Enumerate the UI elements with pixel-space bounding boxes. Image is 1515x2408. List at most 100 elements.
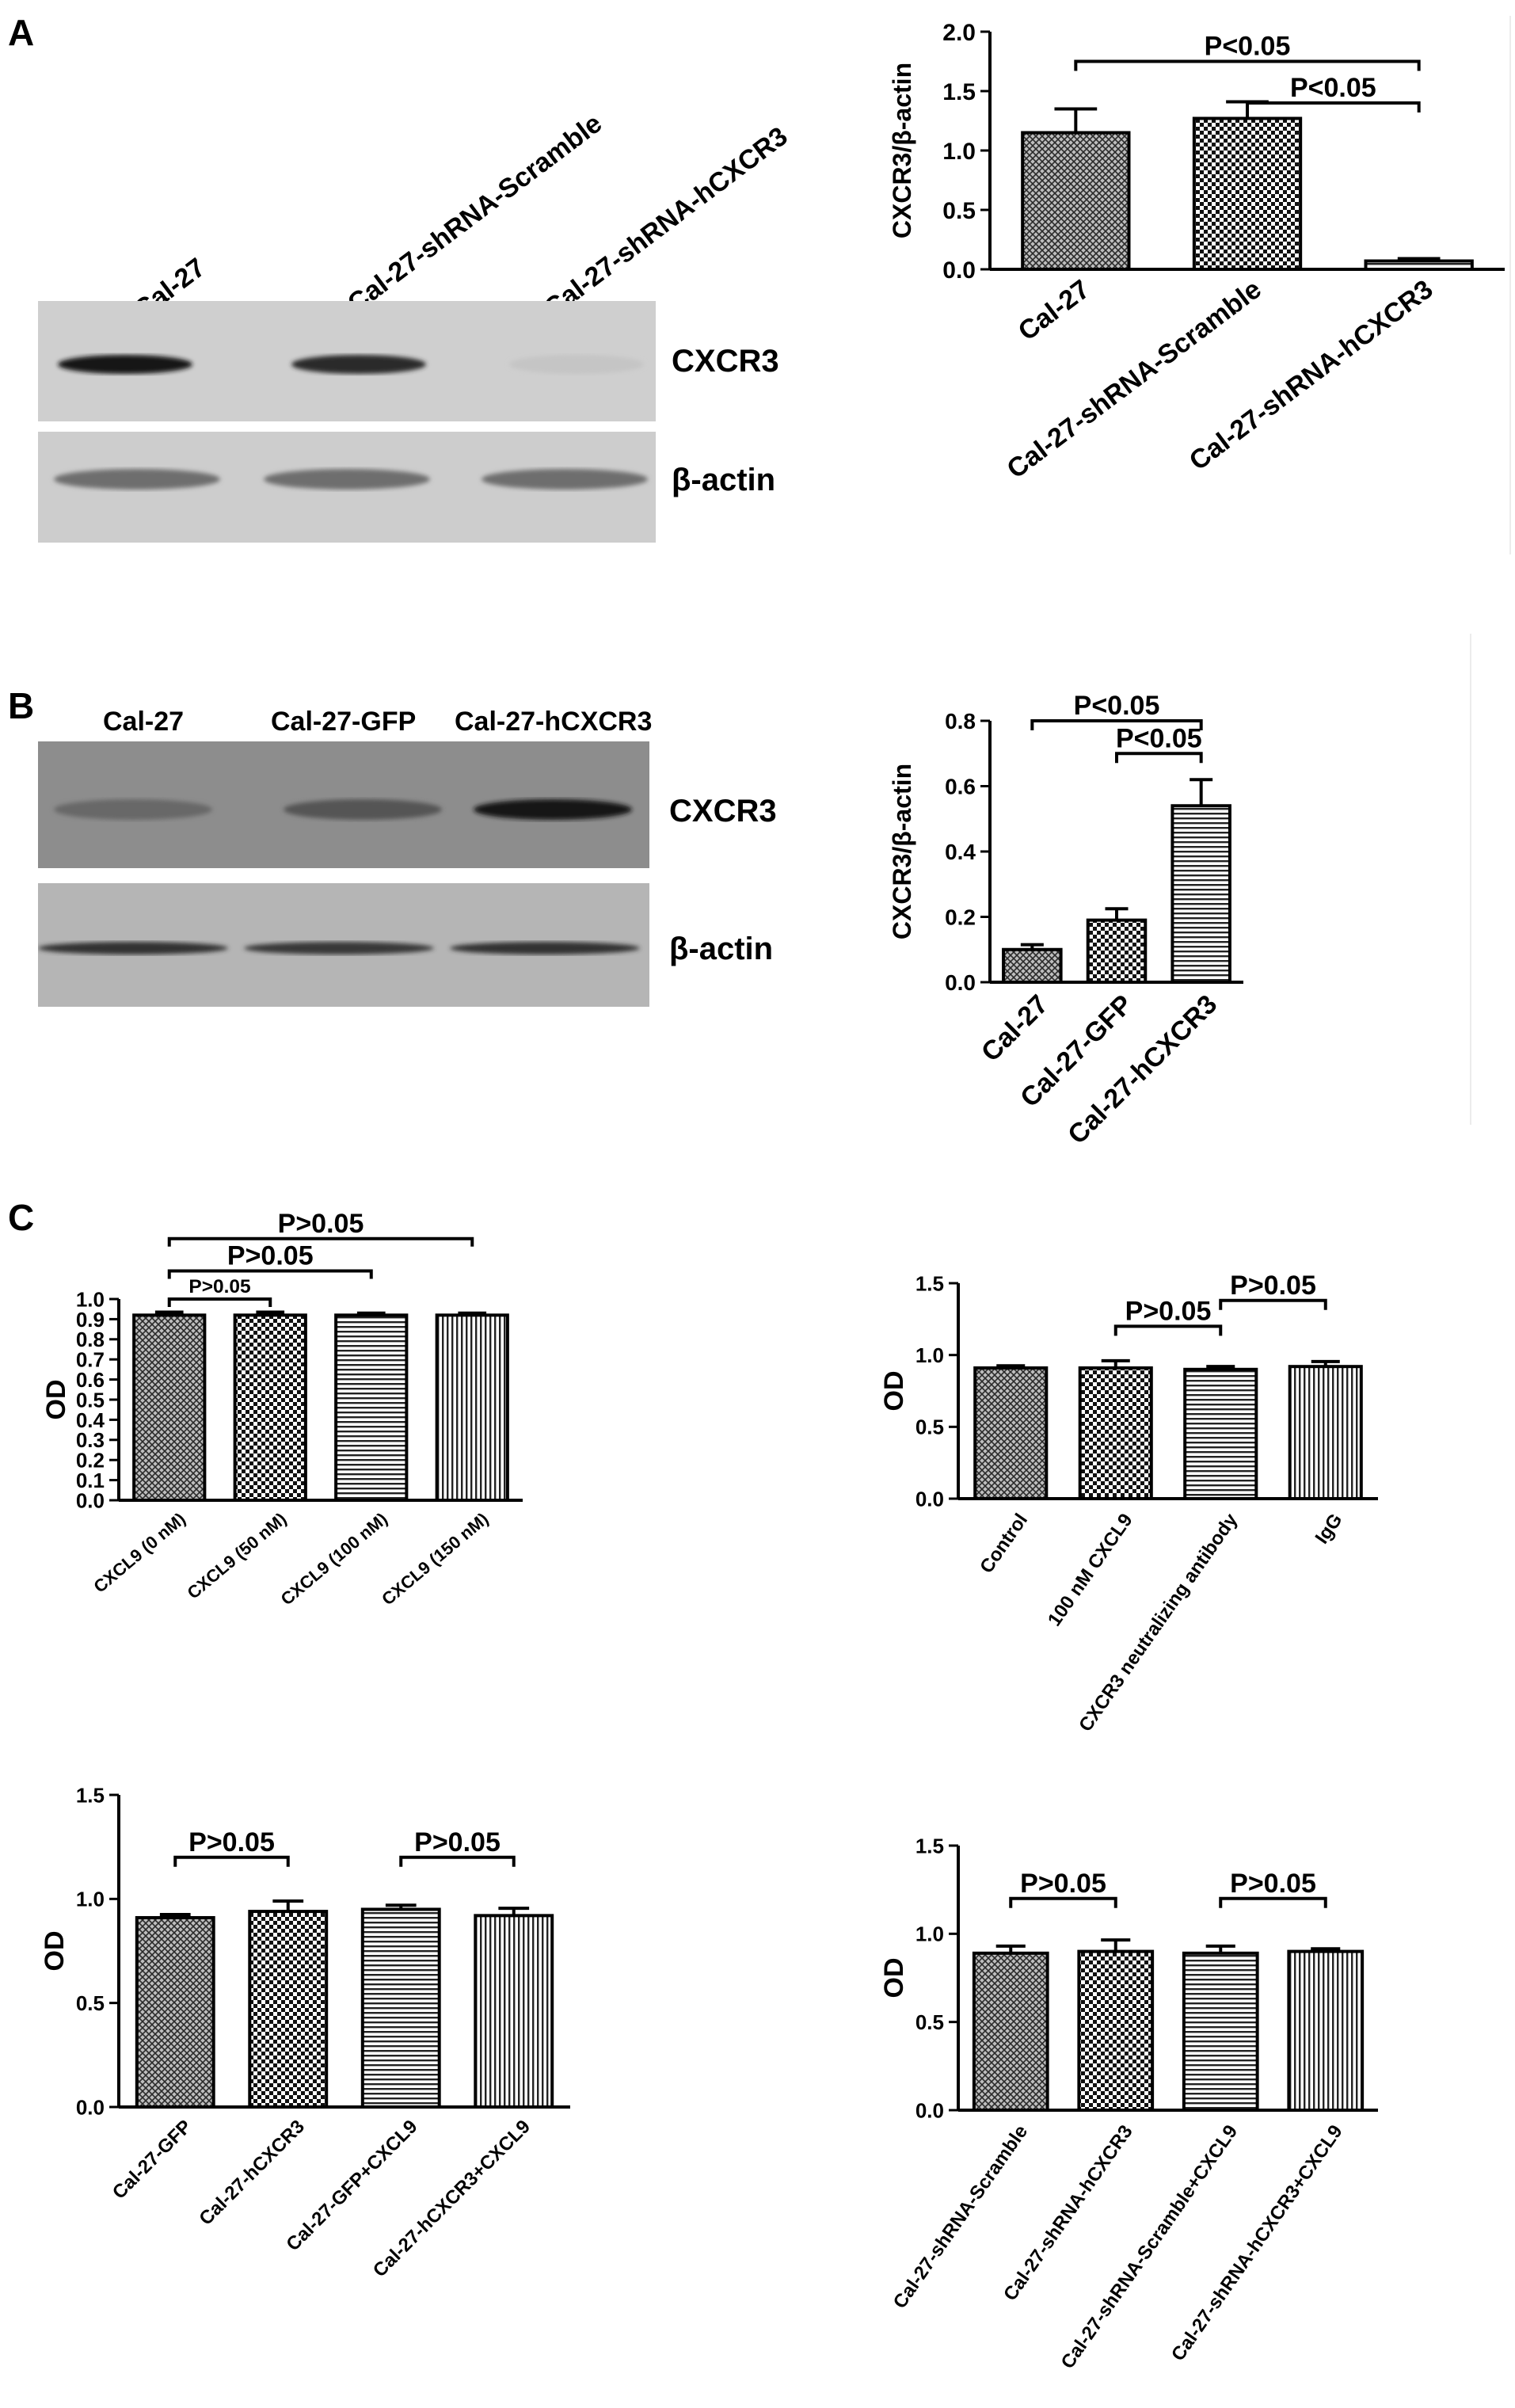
blot-b-row-label: CXCR3 <box>669 794 777 829</box>
y-axis-label: OD <box>41 1380 71 1420</box>
bar <box>1077 1949 1155 2112</box>
significance-bracket <box>173 1855 290 1867</box>
western-blot-a-actin <box>38 432 656 543</box>
significance-bracket <box>1113 1324 1223 1336</box>
significance-bracket <box>1219 1896 1327 1908</box>
blot-a-row-label: CXCR3 <box>672 344 779 379</box>
y-tick-label: 0.4 <box>76 1408 105 1432</box>
y-tick-label: 0.4 <box>945 840 976 864</box>
bar <box>360 1907 441 2109</box>
y-tick-label: 0.5 <box>76 1388 105 1412</box>
significance-bracket <box>167 1236 474 1247</box>
y-tick-label: 2.0 <box>942 20 976 46</box>
x-category-label: Control <box>976 1510 1032 1577</box>
blot-b-lane-label: Cal-27-GFP <box>271 707 417 737</box>
significance-bracket <box>167 1269 373 1279</box>
significance-label: P>0.05 <box>188 1827 275 1857</box>
significance-bracket <box>1115 752 1203 764</box>
blot-band <box>509 355 644 374</box>
significance-label: P>0.05 <box>227 1240 314 1271</box>
significance-label: P>0.05 <box>278 1209 364 1239</box>
chart-b-cxcr3-expression: 0.0 0.2 0.4 0.6 0.8 CXCR3/β-actin Cal-27Cal-27… <box>888 691 1243 1150</box>
y-tick-label: 0.0 <box>945 970 976 995</box>
y-tick-label: 1.5 <box>915 1271 944 1295</box>
blot-band <box>474 799 632 820</box>
blot-b-lane-label: Cal-27 <box>103 707 185 737</box>
x-category-label: Cal-27-hCXCR3 <box>195 2116 309 2230</box>
western-blot-b-actin <box>38 883 649 1007</box>
bar <box>135 1915 215 2109</box>
x-category-label: CXCL9 (0 nM) <box>89 1509 189 1597</box>
blot-band <box>482 469 648 490</box>
y-tick-label: 0.0 <box>76 2095 105 2119</box>
y-tick-label: 0.6 <box>76 1368 105 1392</box>
blot-band <box>291 355 426 374</box>
y-tick-label: 0.0 <box>76 1488 105 1512</box>
bar <box>1192 116 1303 271</box>
bar <box>1288 1365 1363 1500</box>
bar <box>334 1313 409 1502</box>
y-tick-label: 0.2 <box>945 905 976 930</box>
panel-label-b: B <box>8 685 35 726</box>
y-axis-label: OD <box>879 1371 909 1412</box>
bar <box>1171 804 1231 984</box>
y-tick-label: 0.7 <box>76 1348 105 1372</box>
y-tick-label: 0.0 <box>915 2098 944 2122</box>
bar <box>1086 918 1148 984</box>
chart-c1-od-cxcl9-dose: 0.00.10.20.30.40.50.60.70.80.91.0 OD CXCL9… <box>41 1209 523 1610</box>
y-tick-label: 0.8 <box>945 709 976 733</box>
bar <box>132 1313 207 1502</box>
y-tick-label: 0.6 <box>945 775 976 799</box>
blot-band <box>54 469 220 490</box>
blot-b-lane-label: Cal-27-hCXCR3 <box>455 707 653 737</box>
blot-band <box>244 942 434 954</box>
significance-bracket <box>399 1855 516 1867</box>
bar <box>973 1366 1049 1500</box>
significance-label: P<0.05 <box>1290 73 1376 103</box>
significance-label: P>0.05 <box>1230 1271 1316 1301</box>
x-category-label: Cal-27-shRNA-hCXCR3+CXCL9 <box>1167 2121 1347 2365</box>
x-category-label: CXCL9 (100 nM) <box>277 1509 391 1610</box>
significance-bracket <box>1246 101 1421 112</box>
chart-c3-od-gfp-hcxcr3: 0.00.51.01.5ODCal-27-GFPCal-27-hCXCR3Cal… <box>40 1783 570 2281</box>
significance-label: P>0.05 <box>414 1827 501 1857</box>
y-tick-label: 0.0 <box>942 257 976 284</box>
y-axis-label: CXCR3/β-actin <box>888 764 916 939</box>
y-tick-label: 1.0 <box>76 1888 105 1911</box>
scan-border-line <box>1509 16 1511 554</box>
y-tick-label: 1.5 <box>76 1783 105 1807</box>
bar <box>1287 1949 1365 2112</box>
chart-a-cxcr3-expression: 0.00.51.01.52.0CXCR3/β-actinCal-27Cal-27… <box>888 20 1505 485</box>
significance-bracket <box>1219 1298 1327 1310</box>
y-tick-label: 1.0 <box>76 1287 105 1311</box>
y-tick-label: 0.5 <box>942 198 976 224</box>
significance-label: P<0.05 <box>1074 691 1160 721</box>
x-category-label: IgG <box>1311 1510 1347 1548</box>
bar <box>435 1313 509 1502</box>
western-blot-a-cxcr3 <box>38 301 656 421</box>
bar <box>1002 947 1063 984</box>
scan-border-line <box>1470 634 1471 1125</box>
y-axis-label: OD <box>879 1958 909 1998</box>
significance-label: P>0.05 <box>1020 1869 1106 1899</box>
y-tick-label: 0.5 <box>76 1991 105 2015</box>
y-tick-label: 1.5 <box>942 79 976 105</box>
x-category-label: CXCL9 (50 nM) <box>183 1509 290 1603</box>
blot-band <box>38 942 228 954</box>
significance-label: P>0.05 <box>1230 1869 1316 1899</box>
significance-label: P>0.05 <box>1125 1296 1212 1326</box>
y-tick-label: 0.1 <box>76 1469 105 1492</box>
bar <box>248 1910 329 2109</box>
significance-bracket <box>167 1297 272 1307</box>
y-tick-label: 0.9 <box>76 1308 105 1332</box>
x-category-label: Cal-27 <box>976 989 1054 1068</box>
y-axis-label: CXCR3/β-actin <box>888 63 916 238</box>
significance-label: P<0.05 <box>1205 32 1291 62</box>
blot-band <box>450 942 640 954</box>
x-category-label: 100 nM CXCL9 <box>1044 1510 1137 1630</box>
y-tick-label: 0.5 <box>915 1415 944 1439</box>
significance-bracket <box>1074 59 1421 71</box>
panel-label-a: A <box>8 12 35 53</box>
blot-band <box>284 799 442 820</box>
